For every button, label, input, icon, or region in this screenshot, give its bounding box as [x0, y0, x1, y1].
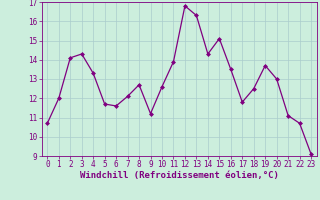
- X-axis label: Windchill (Refroidissement éolien,°C): Windchill (Refroidissement éolien,°C): [80, 171, 279, 180]
